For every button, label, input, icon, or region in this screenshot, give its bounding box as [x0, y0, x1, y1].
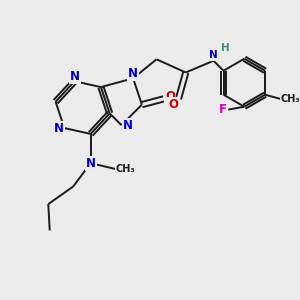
Text: N: N	[54, 122, 64, 135]
Text: F: F	[219, 103, 227, 116]
Text: N: N	[209, 50, 218, 60]
Text: CH₃: CH₃	[115, 164, 135, 174]
Text: N: N	[86, 157, 96, 170]
Text: H: H	[221, 44, 230, 53]
Text: O: O	[165, 90, 175, 103]
Text: N: N	[128, 67, 138, 80]
Text: O: O	[168, 98, 178, 111]
Text: N: N	[70, 70, 80, 83]
Text: CH₃: CH₃	[281, 94, 300, 104]
Text: N: N	[123, 118, 133, 132]
